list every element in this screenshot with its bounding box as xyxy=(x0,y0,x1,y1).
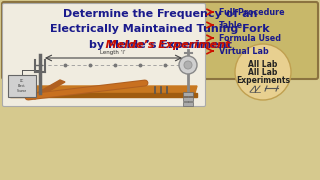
Circle shape xyxy=(179,56,197,74)
Text: Full Procedure: Full Procedure xyxy=(219,8,284,17)
Circle shape xyxy=(235,44,291,100)
Text: Table: Table xyxy=(219,21,243,30)
Polygon shape xyxy=(10,93,197,97)
Text: Virtual Lab: Virtual Lab xyxy=(219,46,269,55)
Polygon shape xyxy=(10,86,197,93)
Text: Length ‘l’: Length ‘l’ xyxy=(100,50,126,55)
Text: DC
Elect.
Source: DC Elect. Source xyxy=(17,79,27,93)
Text: Electrically Maintained Tuning Fork: Electrically Maintained Tuning Fork xyxy=(50,24,270,34)
Text: Formula Used: Formula Used xyxy=(219,33,281,42)
FancyBboxPatch shape xyxy=(183,97,193,101)
Text: Melde’s Experiment: Melde’s Experiment xyxy=(90,40,230,50)
Circle shape xyxy=(184,61,192,69)
Text: All Lab: All Lab xyxy=(248,60,278,69)
Text: Determine the Frequency of an: Determine the Frequency of an xyxy=(63,9,257,19)
Text: All Lab: All Lab xyxy=(248,68,278,76)
FancyBboxPatch shape xyxy=(2,2,318,79)
Text: Experiments: Experiments xyxy=(236,75,290,84)
FancyBboxPatch shape xyxy=(3,3,205,107)
FancyBboxPatch shape xyxy=(183,102,193,106)
Text: by Melde’s Experiment: by Melde’s Experiment xyxy=(89,40,231,50)
FancyBboxPatch shape xyxy=(8,75,36,97)
FancyBboxPatch shape xyxy=(183,92,193,96)
Polygon shape xyxy=(30,80,65,99)
